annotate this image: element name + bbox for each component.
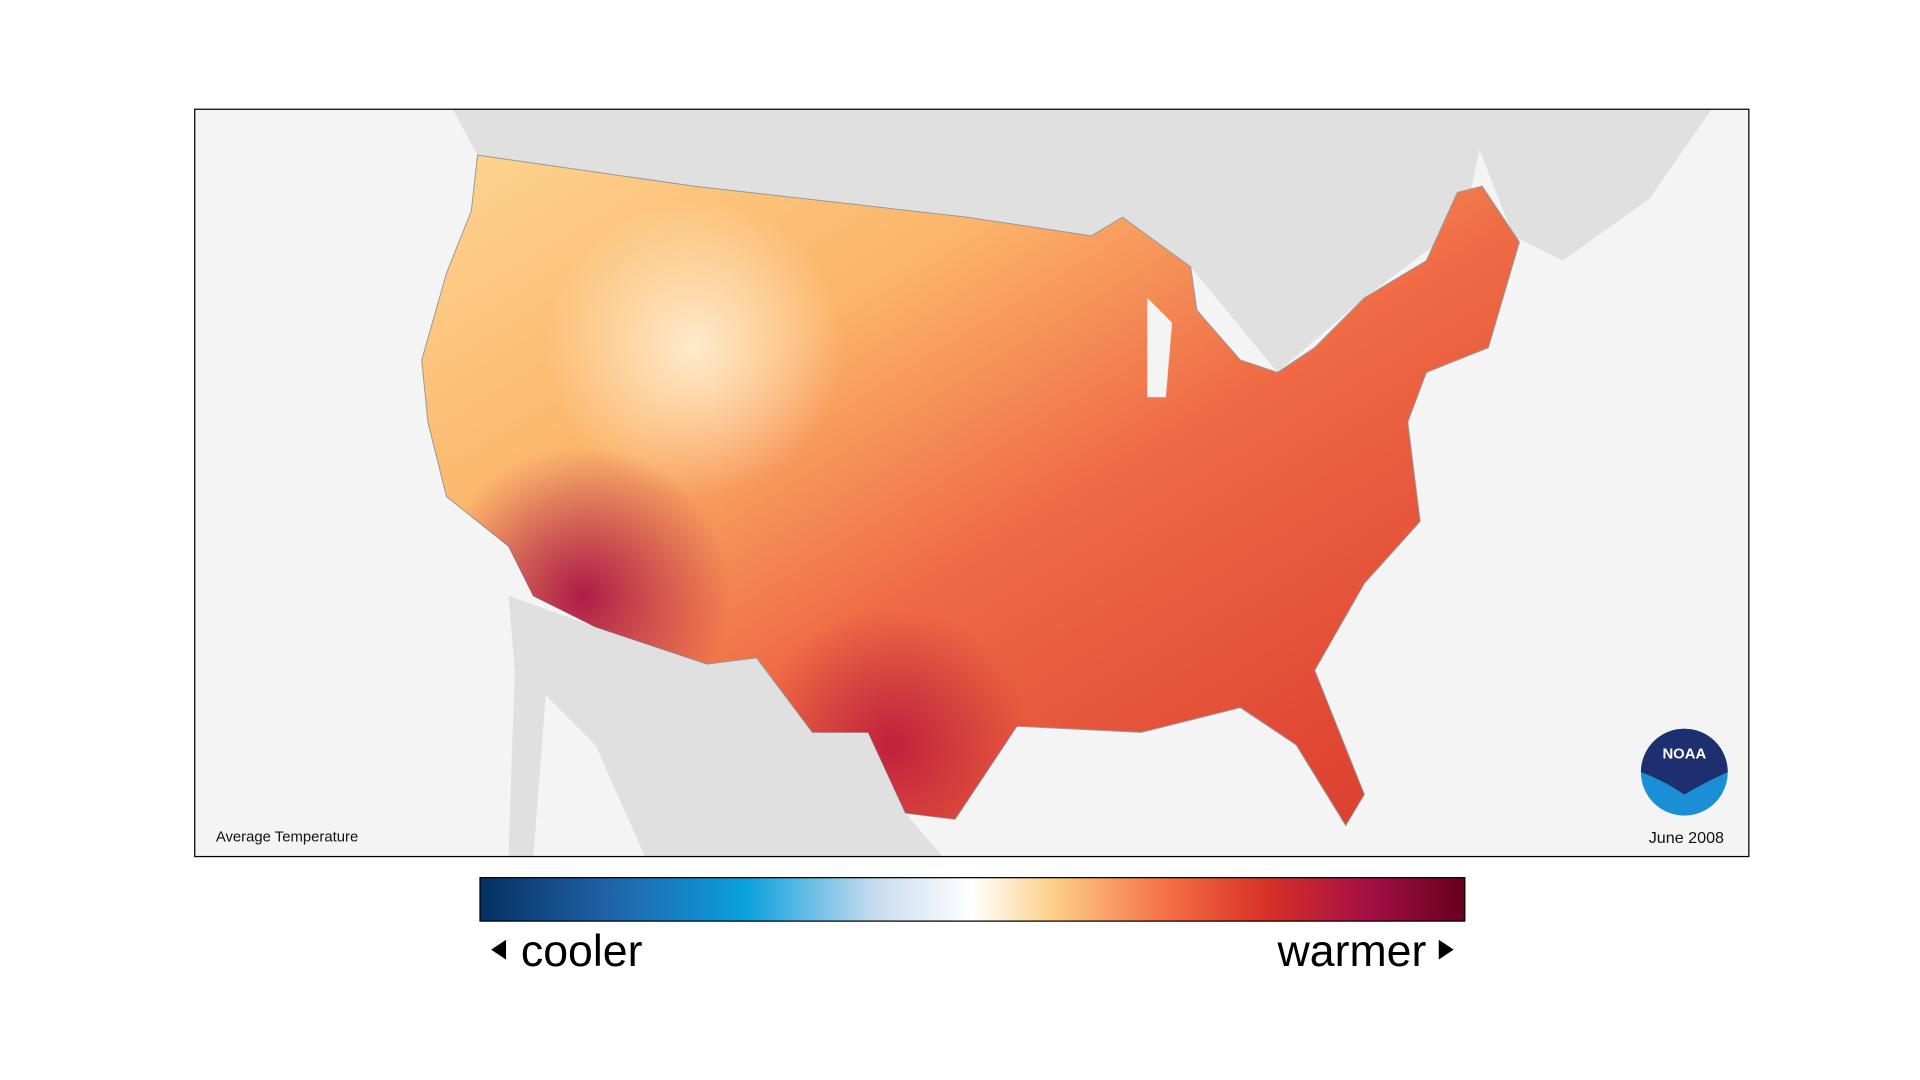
canada-east [1463, 109, 1712, 261]
map-date: June 2008 [1649, 829, 1724, 847]
warmer-arrow [1438, 939, 1454, 960]
noaa-logo: NOAA [1640, 728, 1728, 816]
mexico [508, 595, 943, 857]
high-label: warmer [1277, 927, 1427, 976]
map-caption: Average Temperature [216, 830, 358, 846]
map-border [194, 108, 1750, 858]
logo-top [1640, 728, 1728, 795]
low-label: cooler [521, 927, 643, 976]
lake-michigan [1147, 297, 1173, 398]
logo-text: NOAA [1662, 746, 1706, 762]
cooler-arrow [491, 939, 507, 960]
canada [452, 109, 1489, 373]
basemap [452, 109, 1712, 857]
color-scale [479, 877, 1466, 922]
